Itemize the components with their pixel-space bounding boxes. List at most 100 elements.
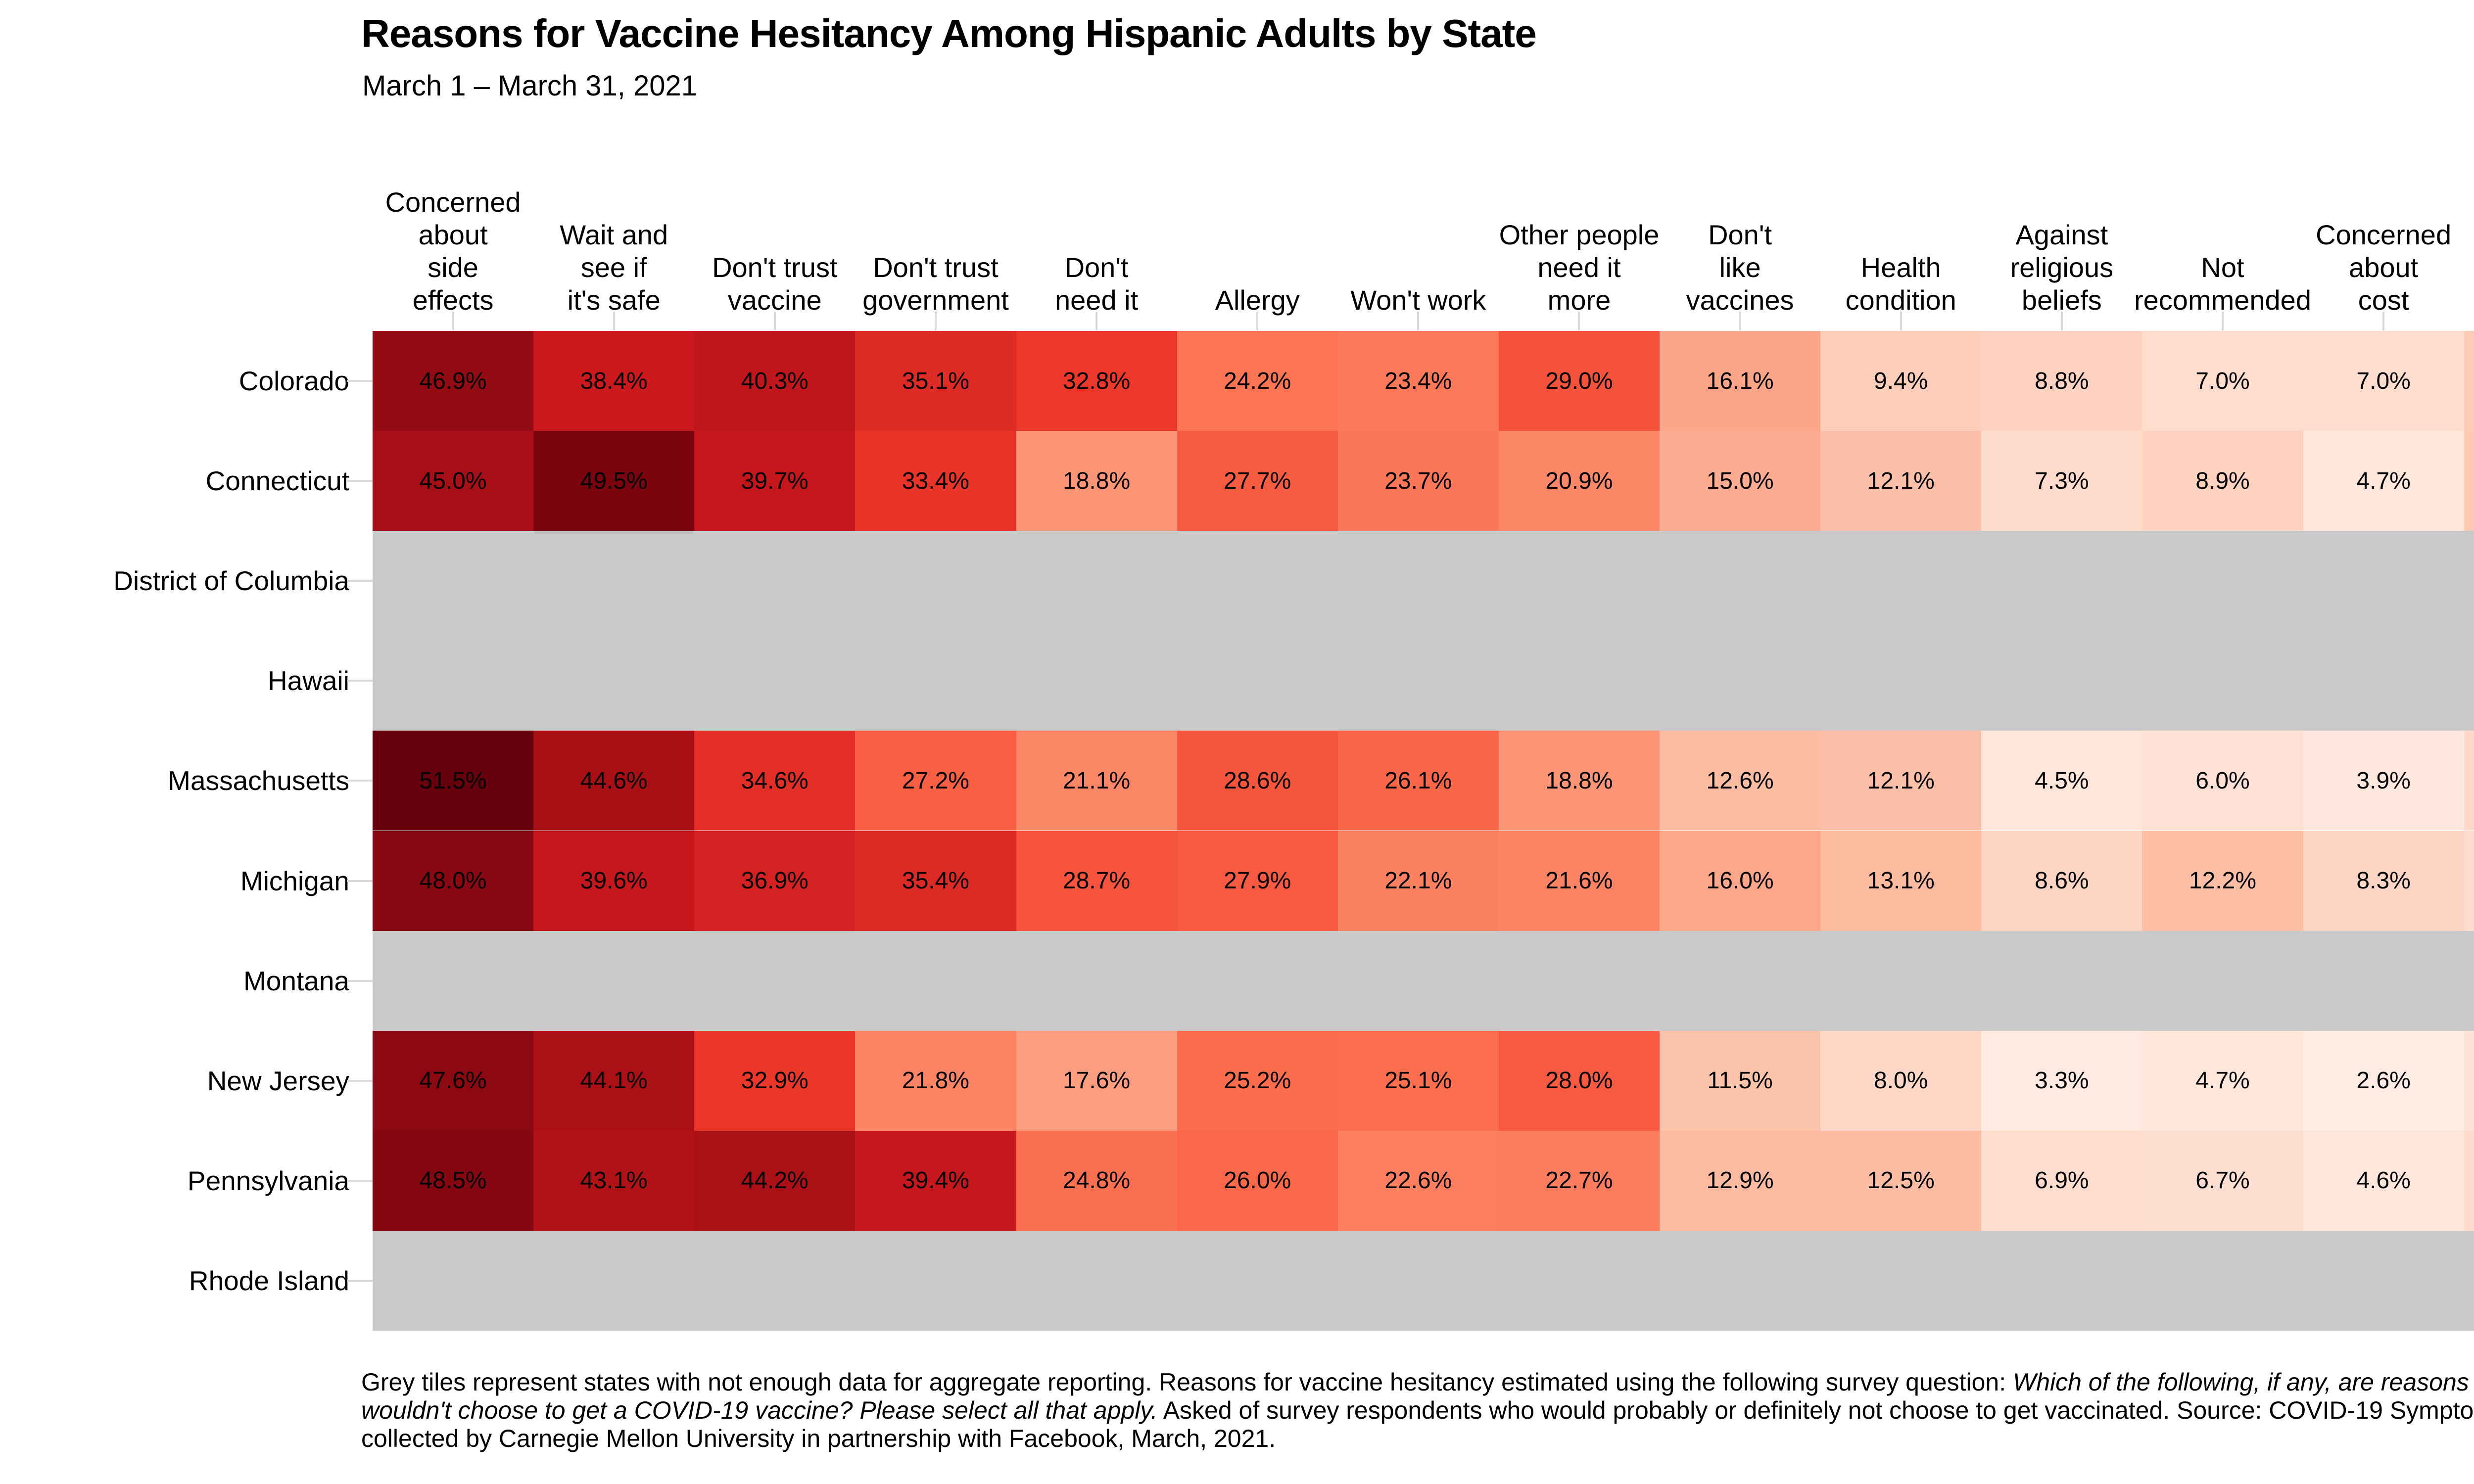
- heatmap-cell: 28.7%: [1016, 831, 1177, 931]
- heatmap-cell: 15.0%: [1660, 431, 1821, 531]
- heatmap-cell: 44.6%: [533, 731, 695, 831]
- heatmap-cell: 27.9%: [1177, 831, 1338, 931]
- top-axis-tick: [1095, 312, 1098, 330]
- col-header: Don't like vaccines: [1686, 219, 1794, 316]
- heatmap-cell: 32.9%: [694, 1030, 856, 1131]
- heatmap-cell: 44.1%: [533, 1030, 695, 1131]
- heatmap-cell: 18.8%: [1016, 431, 1177, 531]
- left-axis-tick: [347, 380, 373, 382]
- heatmap-cell: 7.3%: [2464, 1130, 2474, 1231]
- col-header: Concerned about side effects: [385, 186, 521, 316]
- heatmap-cell: 8.8%: [1981, 331, 2142, 431]
- col-header: Against religious beliefs: [2010, 219, 2114, 316]
- left-axis-tick: [347, 880, 373, 882]
- heatmap-cell: 8.0%: [1820, 1030, 1982, 1131]
- no-data-row: [373, 930, 2474, 1031]
- heatmap-cell: 12.5%: [1820, 1130, 1982, 1231]
- heatmap-cell: 39.7%: [694, 431, 856, 531]
- heatmap-cell: 12.2%: [2142, 831, 2303, 931]
- left-axis-tick: [347, 680, 373, 682]
- top-axis-tick: [773, 312, 776, 330]
- row-label: New Jersey: [207, 1065, 349, 1096]
- heatmap-cell: 17.6%: [1016, 1030, 1177, 1131]
- heatmap-cell: 23.4%: [1337, 331, 1499, 431]
- heatmap-cell: 35.4%: [855, 831, 1016, 931]
- heatmap-cell: 28.6%: [1177, 731, 1338, 831]
- heatmap-cell: 21.6%: [1498, 831, 1660, 931]
- heatmap-cell: 8.6%: [1981, 831, 2142, 931]
- footnote: Grey tiles represent states with not eno…: [361, 1368, 2474, 1453]
- chart-subtitle: March 1 – March 31, 2021: [362, 70, 698, 102]
- heatmap-cell: 4.7%: [2303, 431, 2464, 531]
- row-label: Colorado: [238, 366, 349, 397]
- heatmap-cell: 11.5%: [1660, 1030, 1821, 1131]
- heatmap-cell: 49.5%: [533, 431, 695, 531]
- heatmap-cell: 22.1%: [1337, 831, 1499, 931]
- footnote-italic-segment: Which of the following, if any, are reas…: [361, 1368, 2474, 1424]
- heatmap-cell: 26.0%: [1177, 1130, 1338, 1231]
- heatmap-cell: 22.6%: [1337, 1130, 1499, 1231]
- row-label: Montana: [243, 965, 349, 996]
- top-axis-tick: [2221, 312, 2224, 330]
- heatmap-cell: 24.2%: [1177, 331, 1338, 431]
- left-axis-tick: [347, 1079, 373, 1082]
- heatmap-cell: 9.4%: [1820, 331, 1982, 431]
- heatmap-cell: 32.8%: [1016, 331, 1177, 431]
- footnote-segment: Asked of survey respondents who would pr…: [361, 1396, 2474, 1452]
- heatmap-cell: 28.0%: [1498, 1030, 1660, 1131]
- col-header: Don't need it: [1055, 252, 1139, 316]
- heatmap-cell: 2.6%: [2303, 1030, 2464, 1131]
- heatmap-cell: 24.8%: [1016, 1130, 1177, 1231]
- heatmap-cell: 7.8%: [2464, 731, 2474, 831]
- heatmap-cell: 8.3%: [2303, 831, 2464, 931]
- no-data-row: [373, 1230, 2474, 1331]
- column-headers: Concerned about side effects Wait and see…: [0, 0, 2474, 317]
- left-axis-tick: [347, 780, 373, 782]
- heatmap-cell: 21.8%: [855, 1030, 1016, 1131]
- heatmap-cell: 22.7%: [1498, 1130, 1660, 1231]
- heatmap-cell: 46.9%: [373, 331, 534, 431]
- heatmap-cell: 26.1%: [1337, 731, 1499, 831]
- left-axis-tick: [347, 979, 373, 982]
- no-data-row: [373, 631, 2474, 731]
- col-header: Don't trust vaccine: [712, 252, 838, 316]
- col-header: Concerned about cost: [2316, 219, 2452, 316]
- heatmap-cell: 16.0%: [1660, 831, 1821, 931]
- heatmap-cell: 25.2%: [1177, 1030, 1338, 1131]
- heatmap-cell: 39.6%: [533, 831, 695, 931]
- top-axis-tick: [1578, 312, 1580, 330]
- heatmap-cell: 45.0%: [373, 431, 534, 531]
- heatmap-cell: 10.5%: [2464, 431, 2474, 531]
- col-header: Health condition: [1845, 252, 1956, 316]
- heatmap-cell: 33.4%: [855, 431, 1016, 531]
- heatmap-cell: 12.9%: [1660, 1130, 1821, 1231]
- heatmap-cell: 5.7%: [2464, 1030, 2474, 1131]
- chart-title: Reasons for Vaccine Hesitancy Among Hisp…: [361, 11, 1537, 55]
- heatmap-cell: 51.5%: [373, 731, 534, 831]
- heatmap-cell: 12.1%: [1820, 431, 1982, 531]
- heatmap-cell: 40.3%: [694, 331, 856, 431]
- top-axis-tick: [613, 312, 615, 330]
- heatmap-cell: 12.6%: [1660, 731, 1821, 831]
- top-axis-tick: [2382, 312, 2385, 330]
- heatmap-cell: 18.8%: [1498, 731, 1660, 831]
- heatmap-cell: 48.5%: [373, 1130, 534, 1231]
- row-label: District of Columbia: [113, 565, 349, 597]
- heatmap-cell: 6.7%: [2142, 1130, 2303, 1231]
- col-header: Don't trust government: [862, 252, 1009, 316]
- row-label: Rhode Island: [189, 1265, 349, 1296]
- no-data-row: [373, 531, 2474, 631]
- heatmap-cell: 6.9%: [1981, 1130, 2142, 1231]
- top-axis-tick: [1417, 312, 1420, 330]
- heatmap-cell: 4.6%: [2303, 1130, 2464, 1231]
- footnote-segment: Grey tiles represent states with not eno…: [361, 1368, 2013, 1396]
- heatmap-cell: 16.1%: [1660, 331, 1821, 431]
- heatmap-cell: 21.1%: [1016, 731, 1177, 831]
- top-axis-tick: [1900, 312, 1902, 330]
- heatmap-cell: 8.9%: [2142, 431, 2303, 531]
- heatmap-cell: 44.2%: [694, 1130, 856, 1231]
- heatmap-cell: 38.4%: [533, 331, 695, 431]
- heatmap-cell: 7.0%: [2303, 331, 2464, 431]
